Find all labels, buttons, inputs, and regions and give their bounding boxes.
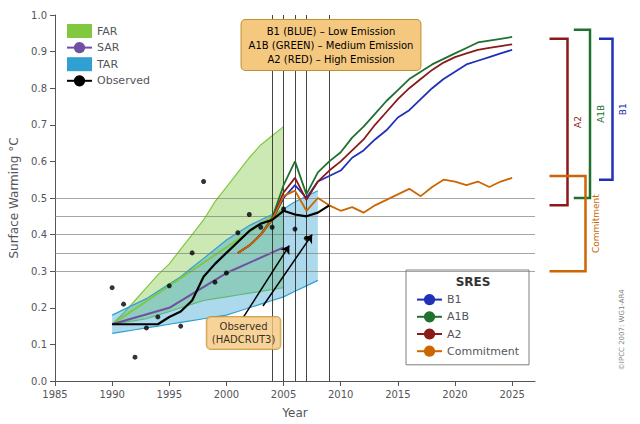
svg-text:A2: A2 (447, 328, 462, 341)
svg-text:A1B (GREEN) – Medium Emission: A1B (GREEN) – Medium Emission (249, 40, 414, 51)
svg-text:1995: 1995 (157, 389, 182, 400)
svg-text:0.0: 0.0 (31, 376, 47, 387)
svg-text:Commitment: Commitment (591, 194, 601, 253)
svg-text:0.3: 0.3 (31, 266, 47, 277)
svg-text:A1B: A1B (596, 105, 606, 123)
svg-text:0.2: 0.2 (31, 302, 47, 313)
svg-text:Observed: Observed (97, 74, 150, 87)
svg-text:Surface Warming °C: Surface Warming °C (7, 137, 21, 258)
svg-text:2025: 2025 (499, 389, 524, 400)
svg-text:0.5: 0.5 (31, 193, 47, 204)
svg-text:B1: B1 (447, 293, 462, 306)
svg-text:2000: 2000 (214, 389, 239, 400)
svg-text:SRES: SRES (456, 275, 491, 289)
svg-text:Observed: Observed (220, 321, 268, 332)
svg-text:0.7: 0.7 (31, 119, 47, 130)
svg-text:Commitment: Commitment (447, 345, 520, 358)
svg-text:A2: A2 (573, 116, 583, 128)
svg-text:©IPCC 2007: WG1-AR4: ©IPCC 2007: WG1-AR4 (618, 289, 626, 371)
svg-text:A1B: A1B (447, 310, 469, 323)
svg-text:2020: 2020 (442, 389, 467, 400)
svg-text:0.9: 0.9 (31, 46, 47, 57)
svg-text:1990: 1990 (99, 389, 124, 400)
svg-text:0.8: 0.8 (31, 83, 47, 94)
svg-text:1.0: 1.0 (31, 10, 47, 21)
svg-text:SAR: SAR (97, 41, 120, 54)
svg-text:B1: B1 (618, 103, 628, 115)
svg-text:0.1: 0.1 (31, 339, 47, 350)
svg-text:2005: 2005 (271, 389, 296, 400)
svg-text:Year: Year (281, 406, 307, 420)
svg-text:(HADCRUT3): (HADCRUT3) (212, 334, 276, 345)
svg-text:1985: 1985 (42, 389, 67, 400)
svg-text:2010: 2010 (328, 389, 353, 400)
svg-text:TAR: TAR (96, 58, 118, 71)
svg-text:0.6: 0.6 (31, 156, 47, 167)
svg-text:2015: 2015 (385, 389, 410, 400)
svg-text:B1 (BLUE) – Low Emission: B1 (BLUE) – Low Emission (267, 26, 396, 37)
svg-text:0.4: 0.4 (31, 229, 47, 240)
svg-text:A2 (RED) – High Emission: A2 (RED) – High Emission (267, 54, 394, 65)
svg-text:FAR: FAR (97, 25, 118, 38)
